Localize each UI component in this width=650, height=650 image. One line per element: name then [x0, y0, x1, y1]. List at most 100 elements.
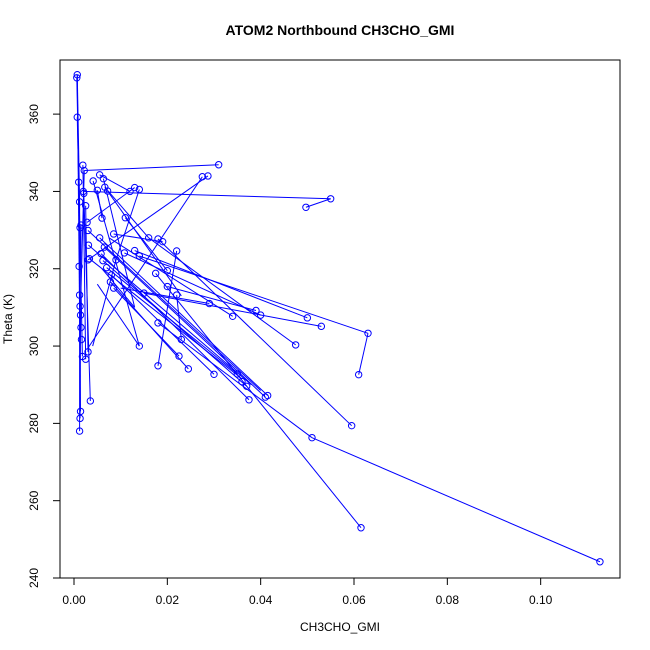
data-point: [256, 311, 265, 319]
data-point: [75, 427, 84, 435]
series-line-segment: [96, 283, 140, 347]
y-tick-label: 280: [27, 413, 41, 433]
data-point: [175, 352, 183, 360]
data-point: [84, 348, 92, 356]
chart-title: ATOM2 Northbound CH3CHO_GMI: [226, 22, 455, 38]
data-point: [109, 230, 118, 238]
x-tick-label: 0.00: [62, 593, 86, 607]
series-line-segment: [139, 255, 369, 334]
data-point: [596, 558, 604, 566]
data-point: [83, 218, 91, 227]
data-point: [126, 187, 134, 196]
data-point: [135, 185, 144, 194]
y-tick-label: 360: [27, 104, 41, 124]
data-point: [158, 237, 167, 246]
series-line-segment: [148, 237, 296, 346]
series-line-segment: [99, 174, 131, 192]
data-point: [317, 322, 326, 331]
data-point: [347, 421, 356, 430]
series-line-segment: [80, 170, 85, 307]
data-point: [291, 341, 300, 349]
data-point: [135, 342, 144, 350]
data-point: [109, 284, 118, 292]
series-line-segment: [99, 237, 269, 396]
series-line-segment: [305, 198, 331, 208]
data-point: [79, 161, 87, 169]
series-line-segment: [82, 191, 87, 360]
x-tick-label: 0.06: [342, 593, 366, 607]
series-line-segment: [157, 238, 353, 427]
series-line-segment: [101, 268, 136, 308]
y-tick-label: 260: [27, 490, 41, 510]
data-point: [74, 178, 83, 186]
data-point: [95, 171, 104, 179]
data-point: [120, 249, 129, 257]
series-line-segment: [120, 287, 210, 305]
x-tick-label: 0.02: [156, 593, 180, 607]
data-point: [302, 203, 310, 211]
data-point: [140, 289, 148, 297]
series-lines: [76, 74, 601, 563]
x-tick-label: 0.10: [529, 593, 553, 607]
data-point: [84, 256, 92, 264]
series-line-segment: [311, 437, 601, 563]
data-point: [75, 291, 84, 299]
data-point: [205, 299, 214, 308]
data-point: [354, 370, 363, 379]
data-point: [97, 249, 105, 258]
data-point: [81, 202, 90, 210]
y-axis-label: Theta (K): [1, 294, 15, 344]
data-point: [103, 187, 112, 195]
data-point: [85, 254, 94, 263]
series-line-segment: [176, 294, 182, 340]
data-point: [80, 189, 88, 198]
data-point: [238, 377, 246, 386]
data-point: [93, 186, 102, 194]
data-point: [214, 161, 223, 169]
series-line-segment: [143, 292, 322, 327]
series-line-segment: [104, 186, 150, 239]
data-point: [76, 311, 85, 319]
data-point: [77, 335, 86, 344]
plot-frame: [59, 59, 621, 579]
data-point: [81, 355, 90, 363]
data-point: [107, 271, 116, 279]
data-point: [154, 362, 162, 370]
series-line-segment: [113, 287, 180, 357]
data-point: [99, 174, 108, 183]
y-axis: 240 260 280 300 320 340 360: [27, 104, 60, 588]
x-axis: 0.00 0.02 0.04 0.06 0.08 0.10: [62, 578, 553, 607]
data-point: [308, 433, 316, 442]
data-point: [98, 214, 106, 222]
x-tick-label: 0.08: [436, 593, 460, 607]
data-point: [76, 302, 84, 310]
data-point: [163, 266, 172, 275]
data-point: [100, 243, 109, 251]
data-point: [73, 70, 81, 79]
data-point: [163, 282, 172, 291]
series-line-segment: [124, 252, 261, 316]
data-point: [84, 226, 92, 235]
data-point: [102, 263, 111, 272]
data-point: [357, 524, 365, 532]
data-point: [144, 234, 153, 242]
data-point: [84, 241, 93, 249]
data-point: [151, 269, 160, 278]
series-line-segment: [96, 190, 103, 219]
series-line-segment: [79, 225, 82, 419]
series-line-segment: [84, 164, 219, 172]
data-point: [154, 319, 162, 327]
series-line-segment: [113, 233, 163, 243]
data-point: [76, 414, 84, 423]
series-line-segment: [157, 250, 178, 366]
series-line-segment: [85, 205, 89, 352]
data-point: [228, 312, 237, 320]
x-tick-label: 0.04: [249, 593, 273, 607]
series-line-segment: [103, 246, 266, 398]
data-point: [210, 370, 218, 378]
data-point: [172, 247, 181, 255]
series-line-segment: [107, 190, 182, 297]
series-line-segment: [92, 259, 117, 347]
data-point: [364, 329, 372, 338]
